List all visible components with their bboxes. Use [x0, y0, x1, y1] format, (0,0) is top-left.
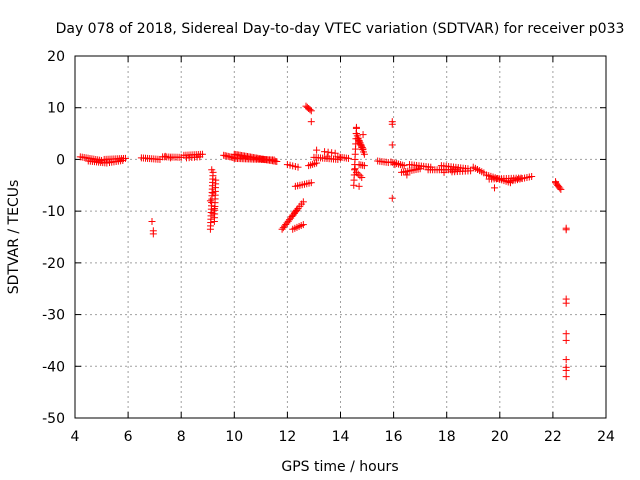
data-point — [360, 150, 368, 158]
data-point — [359, 145, 367, 153]
data-point — [196, 153, 204, 161]
data-point — [552, 178, 560, 186]
y-tick-label: 20 — [47, 49, 65, 65]
data-point — [556, 184, 564, 192]
data-point — [321, 148, 329, 156]
data-point — [299, 198, 307, 206]
data-point — [306, 106, 314, 114]
data-point — [562, 373, 570, 381]
y-tick-label: -10 — [42, 204, 65, 220]
data-point — [324, 148, 332, 156]
y-tick-label: 0 — [56, 152, 65, 168]
x-tick-label: 12 — [278, 429, 296, 445]
data-point — [323, 153, 331, 161]
data-point — [562, 336, 570, 344]
y-axis-label: SDTVAR / TECUs — [6, 180, 22, 295]
y-tick-label: -30 — [42, 308, 65, 324]
data-point — [356, 139, 364, 147]
x-tick-label: 10 — [225, 429, 243, 445]
data-point — [307, 107, 315, 115]
data-point — [528, 172, 536, 180]
data-point — [206, 197, 214, 205]
x-tick-label: 6 — [124, 429, 133, 445]
data-point — [398, 161, 406, 169]
data-point — [307, 118, 315, 126]
axis-ticks: 4 6 8 10 12 14 16 18 20 22 24 20 10 0 -10 -20 -30 -40 -50 — [42, 49, 615, 445]
data-points — [76, 102, 570, 381]
data-point — [354, 170, 362, 178]
data-point — [209, 210, 217, 218]
data-point — [400, 162, 408, 170]
data-point — [360, 162, 368, 170]
chart-title: Day 078 of 2018, Sidereal Day-to-day VTE… — [56, 21, 625, 37]
data-point — [490, 184, 498, 192]
data-point — [355, 182, 363, 190]
data-point — [562, 330, 570, 338]
x-tick-label: 20 — [491, 429, 509, 445]
x-tick-label: 14 — [332, 429, 350, 445]
data-point — [149, 230, 157, 238]
data-point — [388, 141, 396, 149]
grid — [75, 56, 606, 418]
data-point — [562, 356, 570, 364]
data-point — [294, 163, 302, 171]
data-point — [357, 141, 365, 149]
x-tick-label: 24 — [597, 429, 615, 445]
data-point — [562, 226, 570, 234]
x-tick-label: 4 — [71, 429, 80, 445]
data-point — [328, 149, 336, 157]
data-point — [331, 149, 339, 157]
data-point — [562, 299, 570, 307]
data-point — [440, 168, 448, 176]
data-point — [358, 174, 366, 182]
y-tick-label: -40 — [42, 359, 65, 375]
y-tick-label: -20 — [42, 256, 65, 272]
data-point — [388, 194, 396, 202]
data-point — [161, 152, 169, 160]
data-point — [299, 221, 307, 229]
data-point — [388, 120, 396, 128]
data-point — [148, 217, 156, 225]
data-point — [337, 154, 344, 162]
data-point — [557, 185, 565, 193]
data-point — [358, 142, 366, 150]
data-point — [270, 156, 278, 164]
data-point — [208, 166, 216, 174]
x-tick-label: 18 — [438, 429, 456, 445]
data-point — [562, 366, 570, 374]
data-point — [212, 176, 220, 184]
x-tick-label: 8 — [177, 429, 186, 445]
data-point — [313, 146, 321, 154]
data-point — [356, 172, 364, 180]
x-axis-label: GPS time / hours — [281, 459, 398, 475]
data-point — [395, 160, 403, 168]
data-point — [167, 154, 175, 162]
data-point — [393, 160, 401, 168]
data-point — [352, 123, 360, 131]
data-point — [209, 189, 217, 197]
data-point — [210, 205, 218, 213]
data-point — [119, 156, 127, 164]
data-point — [352, 168, 360, 176]
x-tick-label: 22 — [544, 429, 562, 445]
data-point — [355, 138, 363, 146]
y-tick-label: -50 — [42, 411, 65, 427]
x-tick-label: 16 — [385, 429, 403, 445]
data-point — [354, 135, 362, 143]
data-point — [351, 165, 359, 173]
data-point — [467, 167, 475, 175]
data-point — [358, 144, 366, 152]
data-point — [359, 131, 367, 139]
data-point — [391, 161, 399, 169]
data-point — [344, 154, 352, 162]
y-tick-label: 10 — [47, 101, 65, 117]
data-point — [307, 179, 315, 187]
data-point — [403, 171, 411, 179]
data-point — [355, 136, 363, 144]
